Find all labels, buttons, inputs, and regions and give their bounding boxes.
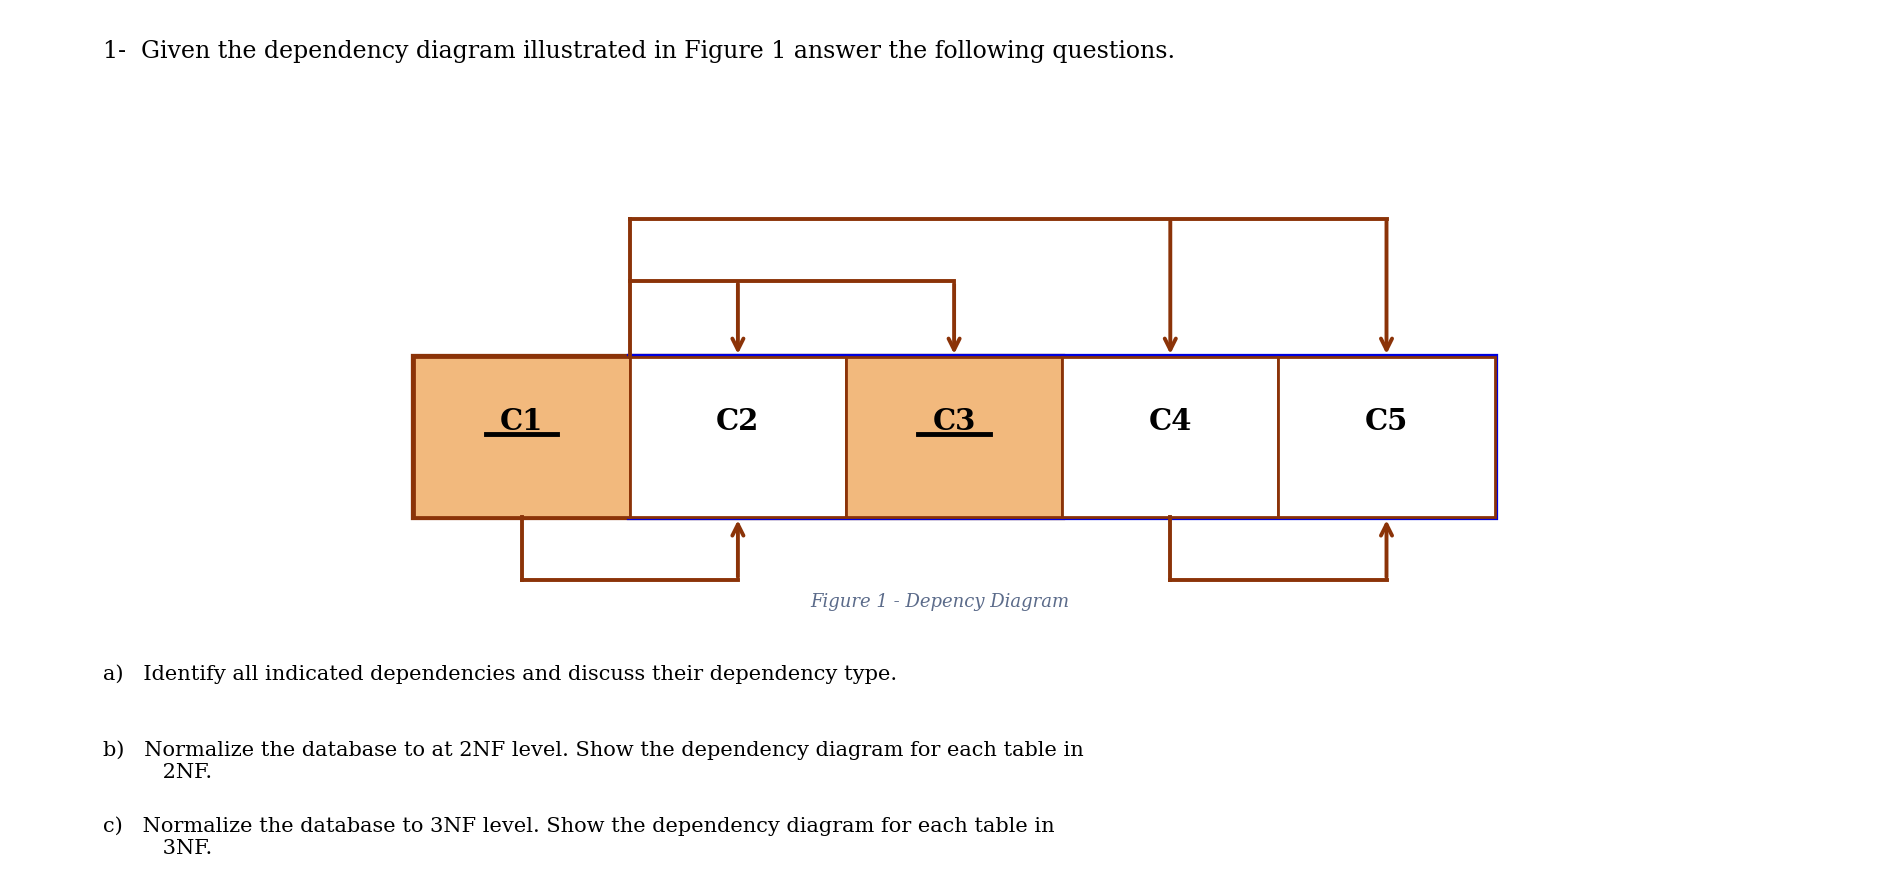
Bar: [414, 357, 630, 517]
Text: b)   Normalize the database to at 2NF level. Show the dependency diagram for eac: b) Normalize the database to at 2NF leve…: [103, 740, 1085, 782]
Text: 1-  Given the dependency diagram illustrated in Figure 1 answer the following qu: 1- Given the dependency diagram illustra…: [103, 40, 1175, 63]
Text: C2: C2: [716, 407, 760, 435]
Text: C3: C3: [932, 407, 976, 435]
Text: Figure 1 - Depency Diagram: Figure 1 - Depency Diagram: [810, 593, 1070, 611]
Bar: [630, 357, 1495, 517]
Text: c)   Normalize the database to 3NF level. Show the dependency diagram for each t: c) Normalize the database to 3NF level. …: [103, 816, 1055, 858]
Bar: [846, 357, 1062, 517]
Text: C5: C5: [1365, 407, 1408, 435]
Bar: [414, 357, 1062, 517]
Text: C4: C4: [1149, 407, 1192, 435]
Text: a)   Identify all indicated dependencies and discuss their dependency type.: a) Identify all indicated dependencies a…: [103, 665, 897, 684]
Bar: [630, 357, 846, 517]
Bar: [1062, 357, 1278, 517]
Bar: [1278, 357, 1495, 517]
Text: C1: C1: [500, 407, 543, 435]
